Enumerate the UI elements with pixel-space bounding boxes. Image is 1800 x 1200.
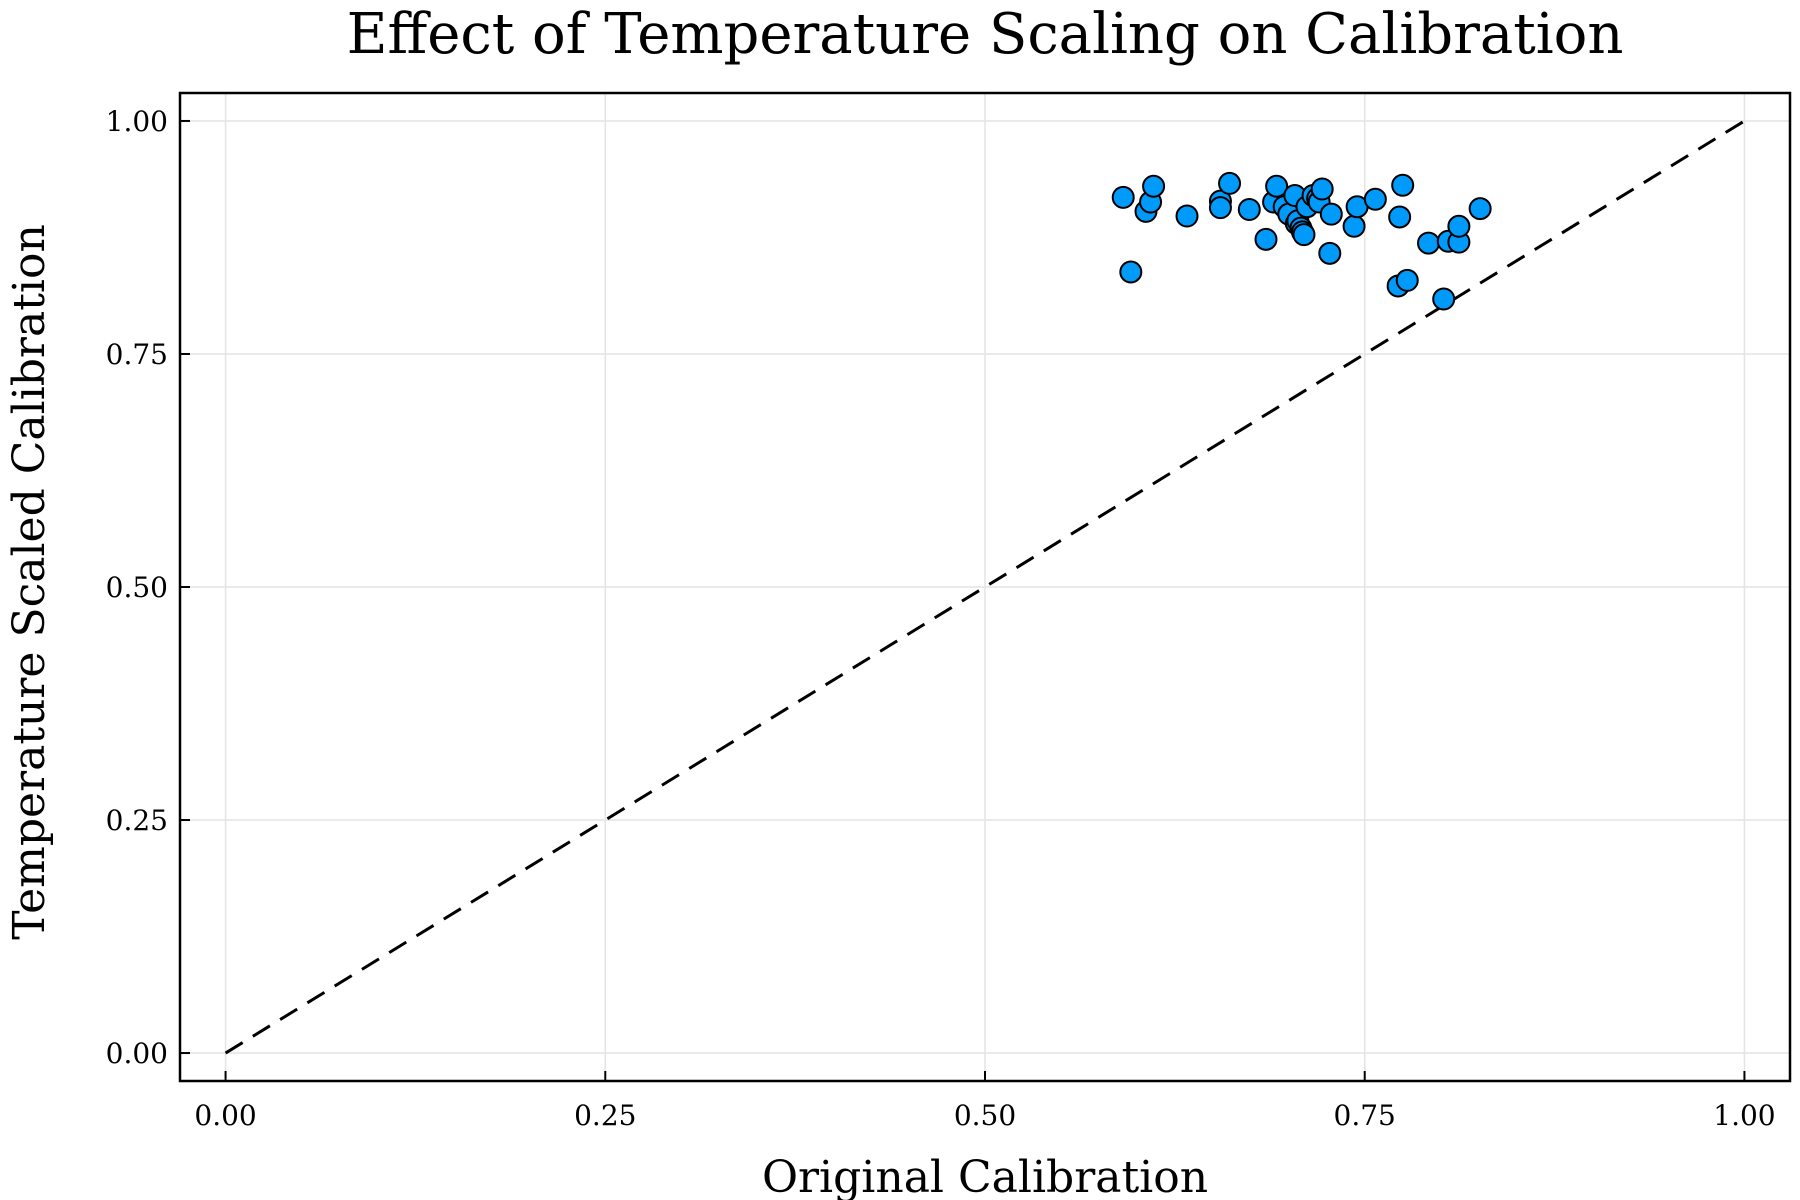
data-point [1342,214,1366,238]
data-point [1218,171,1242,195]
y-axis-label: Temperature Scaled Calibration [4,224,55,940]
y-tick-label: 0.25 [106,804,168,837]
x-tick-label: 0.00 [194,1099,256,1132]
x-tick-label: 0.75 [1334,1099,1396,1132]
data-point [1417,231,1441,255]
x-tick-label: 0.25 [574,1099,636,1132]
reference-line [224,119,1746,1055]
data-point [1208,196,1232,220]
data-point [1310,177,1334,201]
data-point [1468,197,1492,221]
data-point [1292,223,1316,247]
data-point [1447,214,1471,238]
data-point [1395,268,1419,292]
data-point [1265,174,1289,198]
x-axis-label: Original Calibration [762,1152,1208,1200]
x-tick-label: 1.00 [1713,1099,1775,1132]
x-axis-ticks: 0.00 0.25 0.50 0.75 1.00 [194,1071,1776,1132]
data-point [1318,241,1342,265]
reference-line-group [224,119,1746,1055]
y-axis-ticks: 0.00 0.25 0.50 0.75 1.00 [106,105,190,1070]
data-point [1432,287,1456,311]
data-point [1254,227,1278,251]
data-point [1363,187,1387,211]
data-point [1175,204,1199,228]
y-tick-label: 0.50 [106,571,168,604]
y-tick-label: 0.75 [106,338,168,371]
x-tick-label: 0.50 [954,1099,1016,1132]
y-tick-label: 1.00 [106,105,168,138]
data-point [1391,173,1415,197]
data-points [1111,171,1492,311]
chart-title: Effect of Temperature Scaling on Calibra… [347,2,1624,67]
data-point [1111,185,1135,209]
y-tick-label: 0.00 [106,1037,168,1070]
data-point [1142,174,1166,198]
data-point [1237,198,1261,222]
data-point [1319,202,1343,226]
data-point [1119,260,1143,284]
grid-lines [180,93,1790,1081]
data-point [1388,205,1412,229]
